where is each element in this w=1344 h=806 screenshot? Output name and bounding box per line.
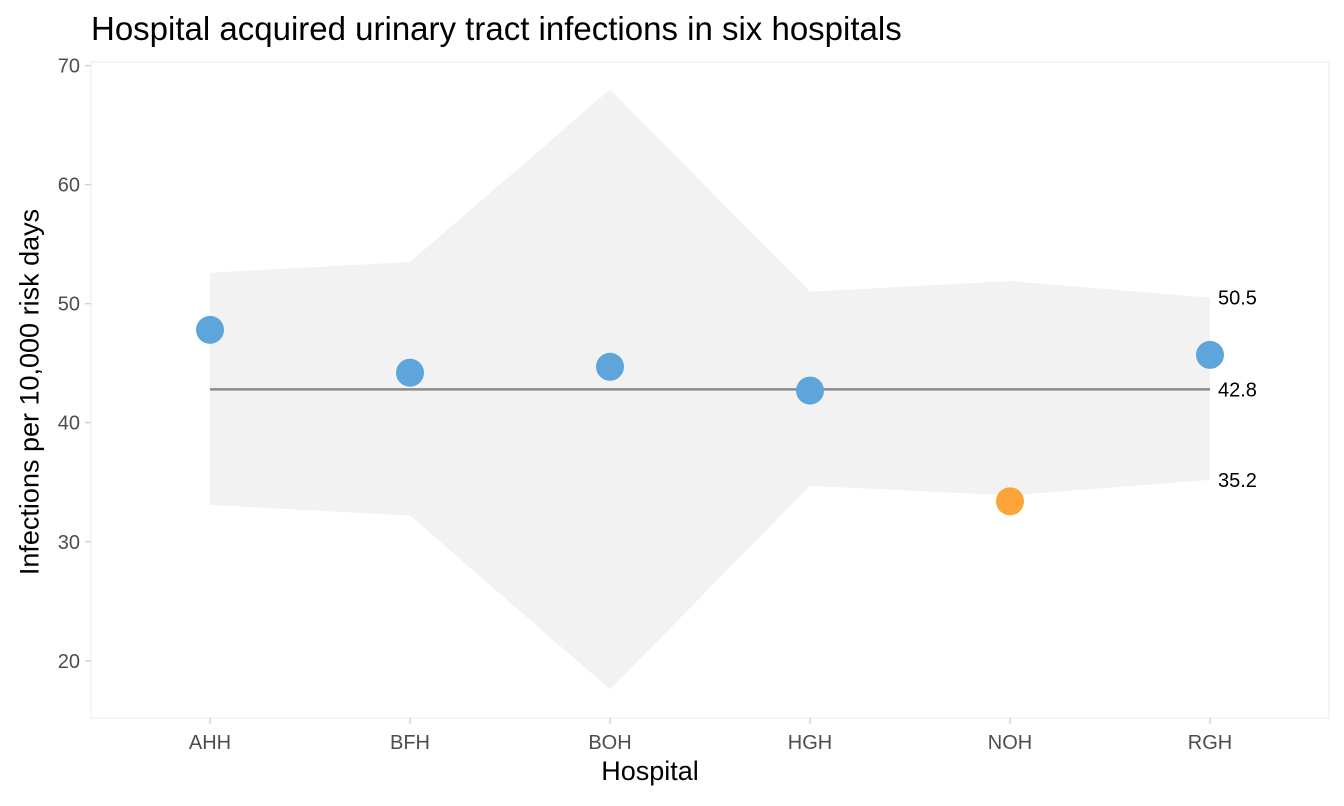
center-line-label: 42.8 (1218, 379, 1257, 401)
chart-title: Hospital acquired urinary tract infectio… (91, 10, 902, 47)
y-tick-label-60: 60 (58, 175, 80, 197)
y-tick-label-70: 70 (58, 56, 80, 78)
lower-limit-label: 35.2 (1218, 470, 1257, 492)
limit-labels: 50.5 42.8 35.2 (1218, 288, 1257, 492)
x-tick-label-bfh: BFH (390, 732, 430, 754)
data-point-rgh (1196, 340, 1224, 369)
data-point-boh (596, 352, 624, 381)
data-points (196, 315, 1224, 516)
y-tick-label-30: 30 (58, 532, 80, 554)
x-tick-label-noh: NOH (988, 732, 1032, 754)
y-tick-label-40: 40 (58, 413, 80, 435)
axes: 20 30 40 50 60 70 AHH BFH BOH HGH NOH RGH (58, 56, 1330, 754)
data-point-ahh (196, 315, 224, 344)
upper-limit-label: 50.5 (1218, 288, 1257, 310)
x-tick-label-hgh: HGH (788, 732, 832, 754)
y-tick-label-20: 20 (58, 651, 80, 673)
x-axis-title: Hospital (601, 756, 699, 786)
data-point-noh (996, 487, 1024, 516)
y-axis-title: Infections per 10,000 risk days (14, 208, 45, 576)
data-point-bfh (396, 358, 424, 387)
x-tick-label-ahh: AHH (189, 732, 231, 754)
x-tick-label-rgh: RGH (1188, 732, 1232, 754)
x-tick-label-boh: BOH (588, 732, 631, 754)
data-point-hgh (796, 376, 824, 405)
y-tick-label-50: 50 (58, 294, 80, 316)
panel-border (90, 61, 1330, 719)
